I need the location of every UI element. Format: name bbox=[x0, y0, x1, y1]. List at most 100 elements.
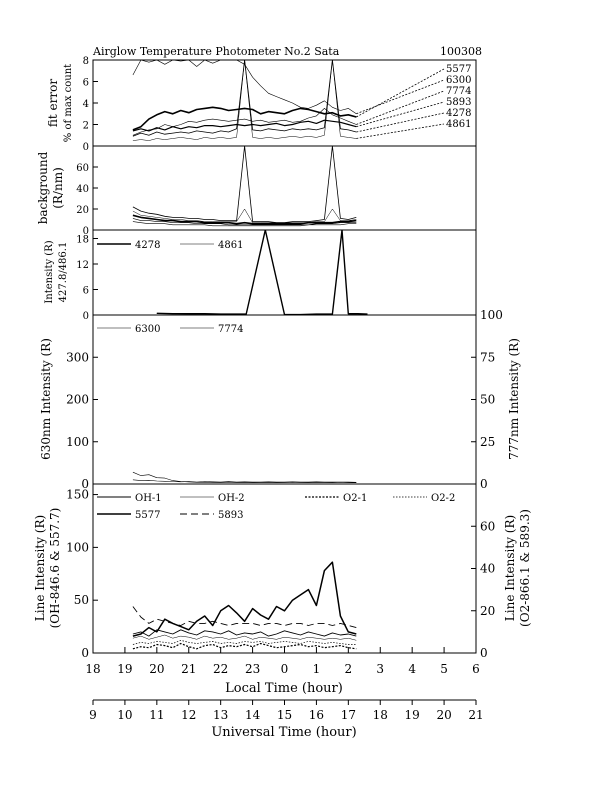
fit-error-ylabel-2: % of max count bbox=[63, 64, 74, 142]
ytick-label: 2 bbox=[83, 121, 89, 132]
lt-tick-label: 3 bbox=[376, 662, 384, 676]
ytick-right-label: 25 bbox=[480, 435, 495, 449]
series-line-7774 bbox=[132, 221, 357, 227]
ytick-label: 20 bbox=[76, 205, 89, 216]
ytick-right-label: 40 bbox=[480, 562, 495, 576]
lt-tick-label: 2 bbox=[345, 662, 353, 676]
ut-tick-label: 21 bbox=[468, 708, 483, 722]
series-line-4278 bbox=[132, 146, 357, 224]
series-group bbox=[132, 60, 357, 141]
lt-tick-label: 6 bbox=[472, 662, 480, 676]
ut-tick-label: 11 bbox=[149, 708, 164, 722]
lt-tick-label: 1 bbox=[313, 662, 321, 676]
ytick-label: 150 bbox=[66, 488, 89, 502]
universal-time-xlabel: Universal Time (hour) bbox=[211, 725, 356, 740]
callout-line-5893 bbox=[356, 101, 445, 128]
lt-tick-label: 18 bbox=[85, 662, 100, 676]
intensity-777-ylabel: 777nm Intensity (R) bbox=[507, 338, 521, 460]
lt-tick-label: 4 bbox=[408, 662, 416, 676]
panel-intensity-630-777 bbox=[92, 314, 477, 485]
callout-line-4278 bbox=[356, 112, 445, 133]
line-intensity-ylabel-2: (OH-846.6 & 557.7) bbox=[48, 508, 62, 629]
series-line-O2-1 bbox=[132, 642, 357, 650]
series-line-7774 bbox=[132, 108, 357, 136]
ytick-label: 50 bbox=[74, 593, 89, 607]
ut-tick-label: 13 bbox=[213, 708, 228, 722]
panel-background bbox=[92, 145, 477, 231]
ytick-label: 6 bbox=[83, 286, 89, 297]
ut-tick-label: 19 bbox=[405, 708, 420, 722]
ytick-label: 40 bbox=[76, 184, 89, 195]
ytick-label: 18 bbox=[76, 235, 89, 246]
lt-tick-label: 5 bbox=[440, 662, 448, 676]
ytick-right-label: 0 bbox=[480, 646, 488, 660]
series-line-5577 bbox=[132, 106, 357, 131]
ytick-right-label: 60 bbox=[480, 519, 495, 533]
line-intensity-ylabel-1: Line Intensity (R) bbox=[33, 515, 47, 621]
line-intensity-right-ylabel-2: (O2-866.1 & 589.3) bbox=[518, 509, 532, 627]
callout-label-4278: 4278 bbox=[446, 108, 471, 119]
ytick-label: 0 bbox=[81, 477, 89, 491]
lt-tick-label: 21 bbox=[181, 662, 196, 676]
ytick-label: 100 bbox=[66, 435, 89, 449]
ytick-label: 4 bbox=[83, 99, 89, 110]
callout-line-4861 bbox=[356, 123, 445, 139]
chart-title: Airglow Temperature Photometer No.2 Sata bbox=[92, 45, 340, 58]
callout-label-6300: 6300 bbox=[446, 75, 471, 86]
lt-tick-label: 20 bbox=[149, 662, 164, 676]
series-group bbox=[132, 471, 357, 484]
ut-tick-label: 9 bbox=[89, 708, 97, 722]
ytick-label: 0 bbox=[83, 142, 89, 153]
legend-label-7774: 7774 bbox=[218, 324, 243, 335]
callout-label-7774: 7774 bbox=[446, 86, 471, 97]
series-line-4278 bbox=[132, 60, 357, 137]
series-line-5577 bbox=[132, 561, 357, 637]
legend-label-4278: 4278 bbox=[135, 240, 160, 251]
legend-label-OH-2: OH-2 bbox=[218, 493, 245, 504]
legend-label-O2-2: O2-2 bbox=[431, 493, 455, 504]
ytick-label: 0 bbox=[83, 311, 89, 322]
lt-tick-label: 0 bbox=[281, 662, 289, 676]
callout-label-5577: 5577 bbox=[446, 64, 471, 75]
callout-line-5577 bbox=[356, 68, 445, 118]
ut-tick-label: 14 bbox=[245, 708, 261, 722]
series-line-6300 bbox=[132, 60, 357, 115]
ut-tick-label: 10 bbox=[117, 708, 132, 722]
ut-tick-label: 17 bbox=[341, 708, 356, 722]
series-line-7774 bbox=[132, 479, 357, 483]
intensity-630-ylabel: 630nm Intensity (R) bbox=[39, 338, 53, 460]
callout-label-4861: 4861 bbox=[446, 119, 471, 130]
ut-tick-label: 16 bbox=[309, 708, 324, 722]
legend-label-4861: 4861 bbox=[218, 240, 243, 251]
series-group bbox=[156, 230, 368, 315]
legend-label-5893: 5893 bbox=[218, 510, 243, 521]
callout-line-7774 bbox=[356, 90, 445, 125]
callout-label-5893: 5893 bbox=[446, 97, 471, 108]
ytick-label: 0 bbox=[81, 646, 89, 660]
series-group bbox=[132, 146, 357, 227]
intensity-427-ylabel-1: Intensity (R) bbox=[44, 240, 55, 303]
callout-line-6300 bbox=[356, 79, 445, 115]
series-line-4861 bbox=[132, 208, 357, 223]
ytick-label: 60 bbox=[76, 163, 89, 174]
line-intensity-right-ylabel-1: Line Intensity (R) bbox=[503, 515, 517, 621]
legend-label-OH-1: OH-1 bbox=[135, 493, 162, 504]
legend-label-5577: 5577 bbox=[135, 510, 160, 521]
ytick-label: 6 bbox=[83, 78, 89, 89]
lt-tick-label: 22 bbox=[213, 662, 228, 676]
intensity-427-ylabel-2: 427.8/486.1 bbox=[58, 242, 69, 303]
series-line-O2-2 bbox=[132, 639, 357, 645]
background-ylabel-1: background bbox=[36, 151, 50, 224]
ytick-right-label: 100 bbox=[480, 308, 503, 322]
series-line-6300 bbox=[132, 218, 357, 226]
ytick-right-label: 50 bbox=[480, 393, 495, 407]
series-group bbox=[132, 561, 357, 650]
series-line-5893 bbox=[132, 119, 357, 132]
ut-tick-label: 15 bbox=[277, 708, 292, 722]
legend-label-O2-1: O2-1 bbox=[343, 493, 367, 504]
ut-tick-label: 20 bbox=[436, 708, 451, 722]
ytick-right-label: 0 bbox=[480, 477, 488, 491]
series-line-OH-2 bbox=[132, 634, 357, 641]
series-line-4861 bbox=[156, 230, 368, 315]
